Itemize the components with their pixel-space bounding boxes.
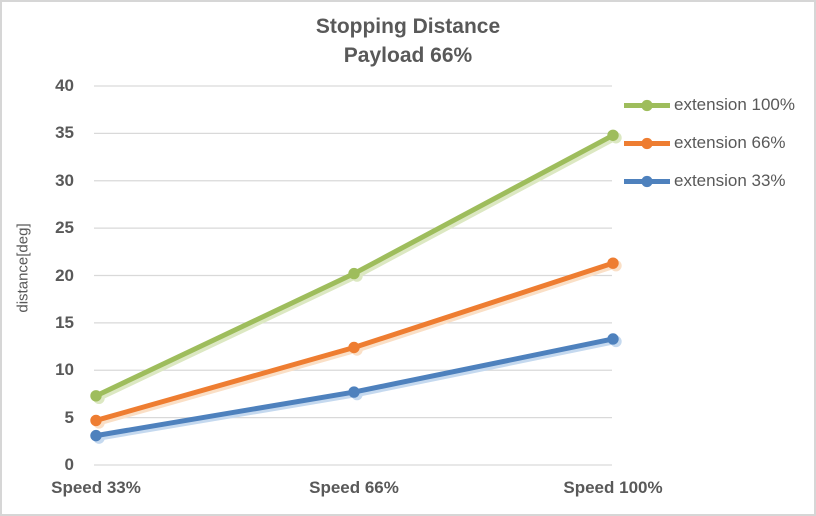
y-tick-label: 5 (64, 407, 74, 427)
y-tick-label: 20 (55, 265, 74, 285)
legend-item-extension-66: extension 66% (623, 124, 795, 162)
x-tick-label-speed-66: Speed 66% (309, 478, 399, 497)
data-point-extension-66--1 (348, 341, 360, 354)
chart-title-line1: Stopping Distance (315, 15, 501, 38)
x-tick-label-speed-33: Speed 33% (51, 478, 141, 497)
legend-label: extension 33% (674, 171, 786, 190)
y-tick-label: 35 (55, 123, 74, 143)
legend-item-extension-33: extension 33% (623, 162, 795, 200)
data-point-extension-100--0 (90, 390, 102, 402)
y-tick-label: 25 (55, 218, 74, 238)
legend-label: extension 66% (674, 133, 786, 152)
x-tick-label-speed-100: Speed 100% (563, 478, 663, 497)
legend-line-marker-icon (624, 175, 670, 187)
chart-title: Stopping Distance Payload 66% (2, 12, 814, 70)
data-point-extension-100--1 (348, 267, 360, 280)
data-point-extension-33--1 (348, 386, 360, 398)
legend-label: extension 100% (674, 95, 795, 114)
y-tick-label: 0 (64, 455, 74, 474)
data-point-extension-100--2 (607, 129, 619, 141)
legend-line-marker-icon (624, 99, 670, 111)
legend-item-extension-100: extension 100% (623, 86, 795, 124)
y-tick-label: 30 (55, 170, 74, 190)
data-point-extension-66--0 (90, 414, 102, 427)
data-point-extension-33--2 (607, 333, 619, 345)
y-tick-label: 15 (55, 312, 74, 332)
legend-line-marker-icon (624, 137, 670, 149)
data-point-extension-66--2 (607, 257, 619, 269)
data-point-extension-33--0 (90, 429, 102, 442)
y-tick-label: 40 (55, 76, 74, 95)
y-tick-label: 10 (55, 360, 74, 380)
chart-title-line2: Payload 66% (343, 44, 473, 67)
legend: extension 100% extension 66% extension 3… (623, 86, 795, 200)
